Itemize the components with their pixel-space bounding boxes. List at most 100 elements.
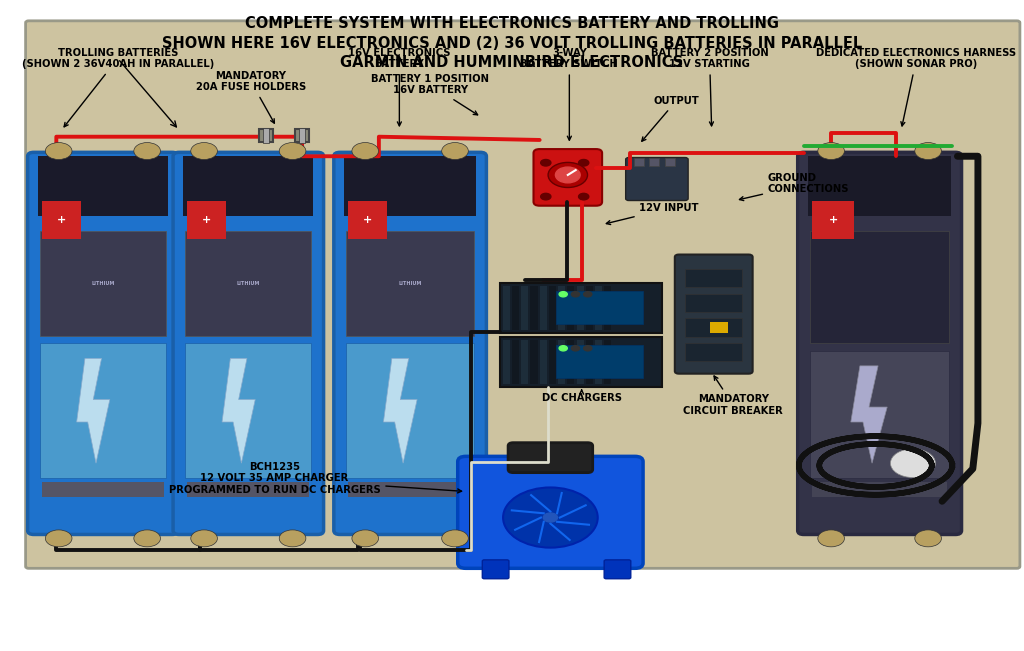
FancyBboxPatch shape [28, 152, 178, 534]
Circle shape [441, 530, 468, 547]
Circle shape [280, 143, 306, 159]
Bar [586, 340, 593, 384]
Text: MANDATORY
CIRCUIT BREAKER: MANDATORY CIRCUIT BREAKER [683, 376, 783, 416]
Bar [185, 344, 311, 478]
Bar [549, 286, 556, 330]
Circle shape [503, 488, 598, 547]
Bar [512, 286, 519, 330]
Bar [187, 482, 309, 497]
Bar [344, 156, 476, 216]
Circle shape [190, 530, 217, 547]
Text: +: + [364, 215, 373, 225]
FancyBboxPatch shape [482, 560, 509, 579]
Text: DEDICATED ELECTRONICS HARNESS
(SHOWN SONAR PRO): DEDICATED ELECTRONICS HARNESS (SHOWN SON… [816, 48, 1017, 126]
Bar [500, 337, 662, 387]
Bar [577, 340, 584, 384]
Text: SHOWN HERE 16V ELECTRONICS AND (2) 36 VOLT TROLLING BATTERIES IN PARALLEL: SHOWN HERE 16V ELECTRONICS AND (2) 36 VO… [162, 36, 862, 51]
Bar [38, 156, 168, 216]
Polygon shape [77, 358, 110, 464]
Bar [595, 340, 602, 384]
Bar [810, 351, 949, 478]
Circle shape [579, 159, 589, 166]
Bar [512, 340, 519, 384]
FancyBboxPatch shape [626, 158, 688, 201]
Bar [685, 318, 742, 337]
Bar [530, 340, 538, 384]
Circle shape [280, 530, 306, 547]
Circle shape [441, 143, 468, 159]
Circle shape [818, 143, 845, 159]
Circle shape [571, 292, 580, 297]
Circle shape [541, 159, 551, 166]
Circle shape [555, 167, 581, 183]
Bar [567, 286, 574, 330]
Bar [299, 128, 305, 143]
Text: BATTERY 2 POSITION
12V STARTING: BATTERY 2 POSITION 12V STARTING [651, 48, 768, 126]
Bar [558, 340, 565, 384]
Circle shape [579, 193, 589, 200]
Bar [812, 201, 854, 239]
Circle shape [891, 449, 936, 478]
Circle shape [352, 143, 379, 159]
Circle shape [548, 163, 588, 187]
Bar [558, 286, 565, 330]
Bar [567, 340, 574, 384]
Circle shape [559, 292, 567, 297]
Bar [40, 344, 166, 478]
Bar [595, 286, 602, 330]
Circle shape [134, 530, 161, 547]
FancyBboxPatch shape [508, 443, 593, 473]
FancyBboxPatch shape [334, 152, 486, 534]
Bar [42, 482, 164, 497]
Bar [586, 286, 593, 330]
Bar [187, 201, 226, 239]
Circle shape [134, 143, 161, 159]
Bar [556, 345, 643, 378]
Circle shape [541, 193, 551, 200]
Circle shape [914, 143, 941, 159]
Bar [346, 344, 474, 478]
Circle shape [818, 530, 845, 547]
Bar [500, 283, 662, 333]
Bar [812, 482, 947, 497]
Circle shape [559, 346, 567, 351]
Bar [685, 343, 742, 361]
Bar [810, 231, 949, 344]
Bar [710, 322, 728, 333]
Circle shape [584, 346, 592, 351]
Polygon shape [851, 366, 887, 464]
Text: +: + [202, 215, 211, 225]
Text: GARMIN AND HUMMINBIRD ELECTRONICS: GARMIN AND HUMMINBIRD ELECTRONICS [340, 55, 684, 70]
Circle shape [352, 530, 379, 547]
FancyBboxPatch shape [26, 21, 1020, 568]
Bar [521, 340, 528, 384]
Text: 12V INPUT: 12V INPUT [606, 203, 698, 225]
Text: LITHIUM: LITHIUM [398, 281, 422, 286]
Bar [346, 231, 474, 336]
Text: +: + [828, 215, 838, 225]
Circle shape [45, 530, 72, 547]
Circle shape [584, 292, 592, 297]
Bar [521, 286, 528, 330]
Bar [42, 201, 81, 239]
Bar [685, 269, 742, 287]
Bar [549, 340, 556, 384]
Polygon shape [383, 358, 417, 464]
Bar [808, 156, 951, 216]
Text: BCH1235
12 VOLT 35 AMP CHARGER
PROGRAMMED TO RUN DC CHARGERS: BCH1235 12 VOLT 35 AMP CHARGER PROGRAMME… [169, 462, 462, 495]
Text: DC CHARGERS: DC CHARGERS [542, 390, 622, 404]
Bar [259, 129, 273, 142]
Bar [604, 286, 611, 330]
Bar [503, 286, 510, 330]
FancyBboxPatch shape [458, 456, 643, 568]
Bar [649, 158, 659, 166]
Text: +: + [56, 215, 66, 225]
Bar [263, 128, 269, 143]
Bar [685, 294, 742, 312]
Bar [577, 286, 584, 330]
Bar [665, 158, 675, 166]
Circle shape [914, 530, 941, 547]
Bar [183, 156, 313, 216]
Text: LITHIUM: LITHIUM [91, 281, 115, 286]
FancyBboxPatch shape [534, 149, 602, 206]
